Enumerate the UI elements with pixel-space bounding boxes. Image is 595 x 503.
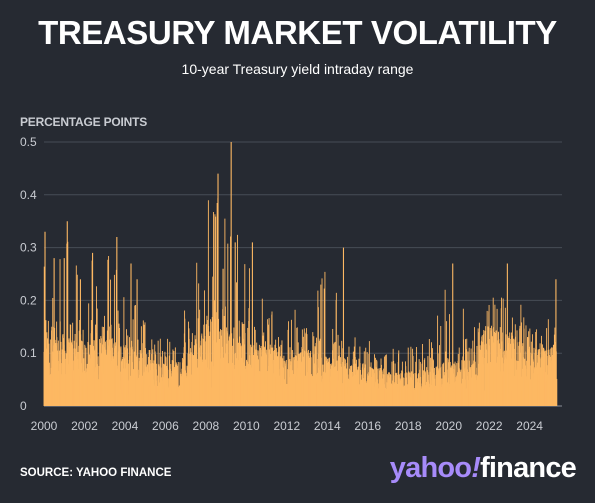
x-tick-label: 2016 <box>354 419 381 433</box>
y-tick-labels: 0 0.1 0.2 0.3 0.4 0.5 <box>20 135 37 413</box>
x-tick-label: 2006 <box>152 419 179 433</box>
x-tick-label: 2000 <box>31 419 58 433</box>
x-tick-label: 2004 <box>112 419 139 433</box>
logo-exclamation: ! <box>471 452 481 484</box>
y-tick-label: 0.4 <box>20 188 37 202</box>
y-tick-label: 0.5 <box>20 135 37 149</box>
yahoo-finance-logo: yahoo!finance <box>389 452 577 485</box>
logo-yahoo: yahoo <box>389 452 472 484</box>
y-tick-label: 0.2 <box>20 293 37 307</box>
x-tick-label: 2008 <box>193 419 220 433</box>
chart-subtitle: 10-year Treasury yield intraday range <box>181 61 414 77</box>
source-note: SOURCE: YAHOO FINANCE <box>20 467 172 479</box>
x-tick-label: 2002 <box>71 419 98 433</box>
logo-finance: finance <box>480 452 577 484</box>
x-tick-label: 2020 <box>435 419 462 433</box>
x-tick-label: 2010 <box>233 419 260 433</box>
x-tick-labels: 2000 2002 2004 2006 2008 2010 2012 2014 2016 2018… <box>31 419 544 433</box>
y-tick-label: 0 <box>20 399 27 413</box>
x-tick-label: 2022 <box>476 419 503 433</box>
x-tick-label: 2012 <box>273 419 300 433</box>
x-tick-label: 2014 <box>314 419 341 433</box>
chart-title: TREASURY MARKET VOLATILITY <box>38 14 557 51</box>
x-tick-label: 2018 <box>395 419 422 433</box>
x-tick-label: 2024 <box>516 419 543 433</box>
y-axis-label: PERCENTAGE POINTS <box>20 115 148 129</box>
y-tick-label: 0.1 <box>20 346 37 360</box>
y-tick-label: 0.3 <box>20 241 37 255</box>
series-bars <box>43 142 558 406</box>
